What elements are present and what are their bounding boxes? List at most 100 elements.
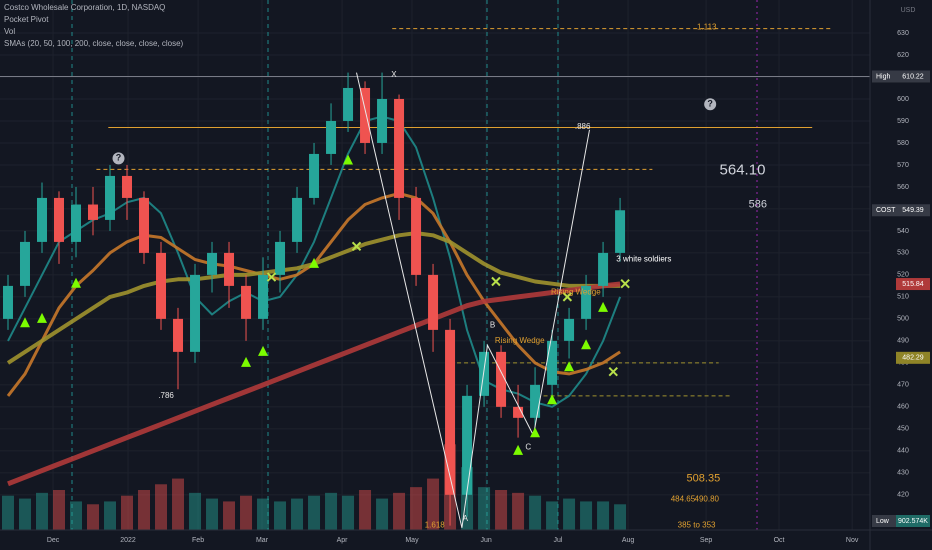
y-tick-label: 460	[897, 404, 909, 411]
x-tick-label: Aug	[622, 537, 635, 544]
cross-marker	[266, 272, 277, 282]
x-tick-label: 2022	[120, 537, 136, 544]
volume-bar	[495, 490, 508, 530]
annotation: Rising Wedge	[495, 336, 545, 345]
candle-body	[224, 252, 235, 286]
price-tag	[872, 204, 930, 217]
volume-bar	[614, 504, 627, 530]
x-tick-label: Mar	[256, 537, 269, 544]
candle-body	[309, 153, 320, 198]
annotation: 508.35	[687, 473, 721, 485]
volume-bar	[478, 487, 491, 530]
volume-bar	[376, 498, 389, 530]
x-tick-label: Sep	[700, 537, 713, 544]
annotation: ?	[707, 99, 713, 109]
price-tag-value: 902.574K	[898, 518, 928, 525]
candle-body	[343, 87, 354, 121]
legend-entry: Costco Wholesale Corporation, 1D, NASDAQ	[4, 3, 165, 12]
volume-bar	[580, 501, 593, 530]
annotation: 1.618	[425, 521, 446, 530]
candle-body	[581, 285, 592, 319]
volume-bar	[155, 484, 168, 530]
volume-bar	[104, 501, 117, 530]
price-tag-label: Low	[876, 518, 890, 525]
annotation: X	[391, 70, 397, 79]
volume-bar	[546, 501, 559, 530]
price-tag	[896, 278, 930, 291]
axis: 4204304404504604704804905005105205305405…	[47, 7, 930, 544]
volume-bar	[359, 490, 372, 530]
candle-body	[513, 406, 524, 418]
pivot-marker	[36, 312, 47, 323]
volume-bar	[223, 501, 236, 530]
y-tick-label: 440	[897, 448, 909, 455]
pivot-marker	[309, 257, 320, 268]
candle-body	[564, 318, 575, 341]
legend-entry: Pocket Pivot	[4, 15, 49, 24]
candle-body	[326, 120, 337, 154]
y-tick-label: 580	[897, 140, 909, 147]
y-tick-label: 540	[897, 228, 909, 235]
candle-body	[377, 98, 388, 143]
pivot-marker	[547, 394, 558, 405]
price-tag-value: 482.29	[902, 355, 924, 362]
cross-marker	[620, 278, 630, 289]
volume-bar	[87, 504, 100, 530]
volume-bar	[172, 478, 185, 530]
badge	[112, 152, 125, 165]
annotation: 484.65	[671, 494, 696, 503]
y-tick-label: 530	[897, 250, 909, 257]
candle-body	[275, 241, 286, 275]
y-tick-label: 450	[897, 426, 909, 433]
candle-body	[394, 98, 405, 198]
candle-body	[105, 175, 116, 220]
volume-bar	[410, 487, 423, 530]
volume-bar	[189, 492, 202, 530]
legend-entry: Vol	[4, 27, 15, 36]
candle-body	[19, 241, 30, 286]
volume-bar	[18, 498, 31, 530]
candle-body	[122, 175, 133, 198]
volume-bar	[138, 490, 151, 530]
volume-bar	[308, 495, 321, 530]
legend-entry: SMAs (20, 50, 100, 200, close, close, cl…	[4, 39, 184, 48]
candle-body	[615, 210, 626, 253]
volume-bar	[325, 492, 338, 530]
candle-body	[36, 197, 47, 242]
price-tag	[872, 70, 930, 83]
volume-bar	[35, 492, 48, 530]
cross-marker	[351, 241, 362, 252]
candle-body	[360, 87, 371, 143]
annotation: 564.10	[720, 161, 766, 178]
candle-body	[428, 274, 439, 330]
price-tag-label: High	[876, 73, 891, 80]
annotation: B	[490, 321, 495, 330]
pivot-marker	[70, 277, 81, 288]
price-tag-value: 610.22	[902, 73, 924, 80]
x-tick-label: Nov	[846, 537, 859, 544]
x-tick-label: May	[405, 537, 419, 544]
pivot-marker	[343, 154, 354, 165]
pivot-marker	[564, 361, 575, 372]
pivot-marker	[513, 444, 524, 455]
y-tick-label: 510	[897, 294, 909, 301]
y-unit: USD	[901, 7, 916, 14]
price-tag-value: 549.39	[902, 207, 924, 214]
candle-body	[156, 252, 167, 319]
candle-body	[479, 351, 490, 396]
x-tick-label: Apr	[337, 537, 349, 544]
annotation: C	[525, 443, 531, 452]
candle-body	[530, 384, 541, 418]
pivot-marker	[530, 427, 541, 438]
cross-marker	[491, 276, 501, 287]
candle-body	[547, 340, 558, 385]
y-tick-label: 430	[897, 470, 909, 477]
annotation: ?	[116, 153, 122, 163]
y-tick-label: 570	[897, 162, 909, 169]
candle-body	[190, 274, 201, 352]
price-tag	[896, 515, 930, 527]
volume-bar	[257, 498, 270, 530]
candle-body	[292, 197, 303, 242]
y-tick-label: 490	[897, 338, 909, 345]
cross-marker	[608, 366, 618, 377]
